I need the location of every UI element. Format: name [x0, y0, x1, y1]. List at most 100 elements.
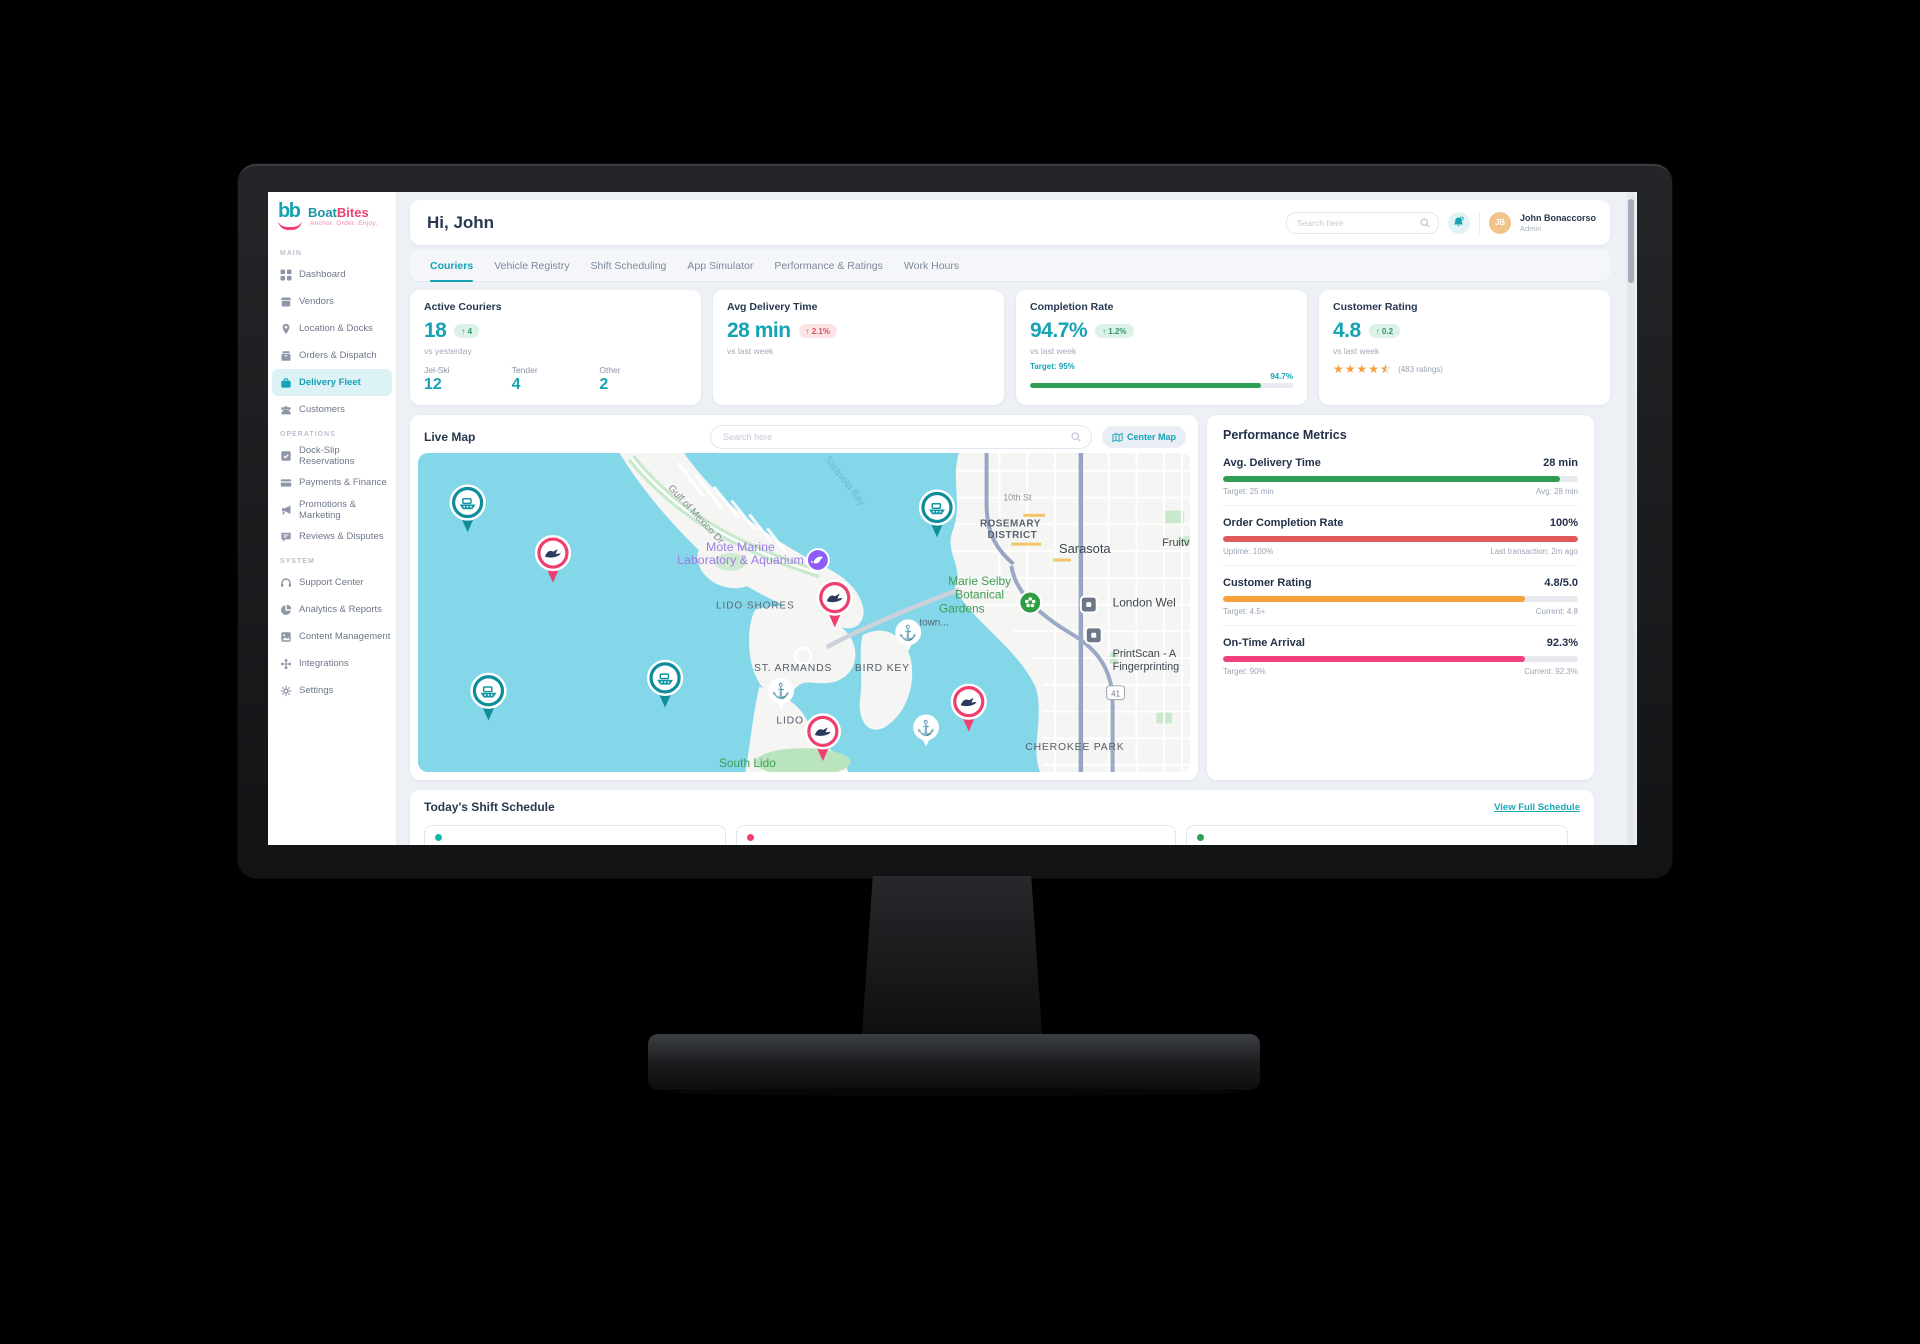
- storefront-icon: [280, 296, 292, 308]
- completion-progress-bar: [1030, 383, 1293, 388]
- live-map[interactable]: Gulf of Mexico Dr Sarasota Bay Mote Marine…: [418, 453, 1190, 772]
- bell-icon: [1454, 216, 1465, 227]
- boat-marker[interactable]: [470, 672, 507, 721]
- metric-name: Order Completion Rate: [1223, 517, 1344, 529]
- chat-icon: [280, 531, 292, 543]
- anchor-marker[interactable]: ⚓: [913, 714, 939, 747]
- completion-target: Target: 95%: [1030, 362, 1075, 371]
- header-divider: [1478, 211, 1480, 234]
- courier-breakdown-col: Tender 4: [512, 365, 600, 394]
- tab-performance-ratings[interactable]: Performance & Ratings: [774, 260, 883, 272]
- boat-marker[interactable]: [449, 484, 486, 533]
- dolphin-marker[interactable]: [805, 548, 830, 572]
- map-label: Fruitv: [1162, 537, 1190, 549]
- shift-card[interactable]: [424, 825, 726, 845]
- sidebar-item-reviews-disputes[interactable]: Reviews & Disputes: [268, 523, 396, 550]
- star-icon: ★: [1333, 362, 1344, 376]
- tab-bar: Couriers Vehicle Registry Shift Scheduling…: [410, 250, 1610, 282]
- anchor-marker[interactable]: ⚓: [768, 677, 795, 710]
- shift-status-dot: [1197, 834, 1204, 841]
- dashboard-grid-icon: [280, 269, 292, 281]
- global-search[interactable]: [1285, 211, 1439, 234]
- sidebar-item-customers[interactable]: Customers: [268, 396, 396, 423]
- page-title: Hi, John: [427, 212, 495, 232]
- sidebar-section-label: OPERATIONS: [280, 431, 336, 438]
- metric-sub-right: Last transaction: 2m ago: [1490, 547, 1578, 556]
- tab-work-hours[interactable]: Work Hours: [903, 260, 960, 272]
- sidebar-item-integrations[interactable]: Integrations: [268, 650, 396, 677]
- sidebar-item-content-management[interactable]: Content Management: [268, 623, 396, 650]
- sidebar-item-label: Payments & Finance: [299, 477, 387, 488]
- jetski-marker[interactable]: [804, 713, 841, 762]
- live-map-card: Live Map Center Map: [410, 415, 1198, 780]
- sidebar-item-support-center[interactable]: Support Center: [268, 569, 396, 596]
- sidebar-item-payments-finance[interactable]: Payments & Finance: [268, 469, 396, 496]
- metric-sub-right: Current: 92.3%: [1524, 667, 1578, 676]
- shift-schedule-card: Today's Shift Schedule View Full Schedul…: [410, 790, 1594, 845]
- sidebar-item-analytics-reports[interactable]: Analytics & Reports: [268, 596, 396, 623]
- flower-marker[interactable]: [1018, 590, 1043, 615]
- rating-delta-badge: ↑ 0.2: [1368, 324, 1401, 338]
- metric-sub-left: Target: 25 min: [1223, 487, 1274, 496]
- map-label: Mote Marine: [706, 540, 775, 554]
- metric-progress-bar: [1223, 596, 1578, 602]
- svg-text:⚓: ⚓: [772, 682, 791, 700]
- courier-breakdown-col: Other 2: [599, 365, 687, 394]
- shift-card[interactable]: [1186, 825, 1568, 845]
- view-full-schedule-link[interactable]: View Full Schedule: [1494, 801, 1580, 813]
- svg-text:41: 41: [1111, 690, 1120, 699]
- scrollbar-track[interactable]: [1627, 192, 1635, 845]
- sidebar-item-orders-dispatch[interactable]: Orders & Dispatch: [268, 342, 396, 369]
- boat-marker[interactable]: [646, 659, 684, 708]
- svg-text:⚓: ⚓: [917, 719, 936, 737]
- completion-delta-badge: ↑ 1.2%: [1095, 324, 1134, 338]
- metrics-list: Avg. Delivery Time 28 min Target: 25 min Av…: [1223, 446, 1578, 676]
- sidebar-item-label: Analytics & Reports: [299, 604, 382, 615]
- metric-order-completion-rate: Order Completion Rate 100% Uptime: 100% Las…: [1223, 505, 1578, 556]
- map-label: Gardens: [939, 602, 985, 616]
- sidebar-item-vendors[interactable]: Vendors: [268, 288, 396, 315]
- breakdown-label: Tender: [511, 365, 538, 375]
- sidebar-item-dashboard[interactable]: Dashboard: [268, 261, 396, 288]
- tab-app-simulator[interactable]: App Simulator: [687, 260, 754, 272]
- tab-couriers[interactable]: Couriers: [430, 250, 474, 282]
- sidebar-item-location-docks[interactable]: Location & Docks: [268, 315, 396, 342]
- boat-marker[interactable]: [918, 489, 956, 538]
- sidebar-item-label: Integrations: [299, 658, 349, 669]
- map-highways: [984, 453, 1115, 772]
- anchor-marker[interactable]: ⚓: [895, 619, 922, 652]
- metric-progress-bar: [1223, 476, 1578, 482]
- avatar[interactable]: JB: [1488, 211, 1511, 234]
- shift-card[interactable]: [736, 825, 1176, 845]
- metric-progress-bar: [1223, 536, 1578, 542]
- star-icon: ★: [1344, 362, 1356, 376]
- map-gulf-of-mexico-dr: [630, 457, 821, 576]
- jetski-marker[interactable]: [534, 534, 572, 583]
- square-marker[interactable]: [1084, 626, 1103, 645]
- people-icon: [280, 404, 292, 416]
- briefcase-icon: [280, 377, 292, 389]
- search-input[interactable]: [1294, 216, 1414, 229]
- sidebar-item-label: Promotions & Marketing: [299, 498, 357, 521]
- map-search-input[interactable]: [720, 431, 1065, 443]
- metric-avg-delivery-time: Avg. Delivery Time 28 min Target: 25 min Av…: [1223, 446, 1578, 496]
- map-search[interactable]: [709, 425, 1092, 449]
- sidebar-item-settings[interactable]: Settings: [268, 677, 396, 704]
- sidebar-item-dock-slip-reservations[interactable]: Dock-Slip Reservations: [268, 442, 396, 469]
- tab-shift-scheduling[interactable]: Shift Scheduling: [590, 260, 667, 272]
- jetski-marker[interactable]: [950, 683, 987, 732]
- sidebar-item-delivery-fleet[interactable]: Delivery Fleet: [272, 369, 392, 396]
- square-marker[interactable]: [1079, 595, 1098, 614]
- kpi-completion-rate: Completion Rate 94.7% ↑ 1.2% vs last wee…: [1016, 290, 1307, 405]
- integrations-icon: [280, 658, 292, 670]
- jetski-marker[interactable]: [816, 579, 853, 628]
- center-map-button[interactable]: Center Map: [1101, 426, 1186, 448]
- sidebar-item-promotions-marketing[interactable]: Promotions & Marketing: [268, 496, 396, 523]
- completion-value: 94.7%: [1030, 319, 1088, 342]
- completion-bar-label: 94.7%: [1270, 372, 1293, 381]
- megaphone-icon: [280, 504, 292, 516]
- tab-vehicle-registry[interactable]: Vehicle Registry: [494, 260, 570, 272]
- scrollbar-thumb[interactable]: [1628, 199, 1634, 283]
- notifications-button[interactable]: [1447, 211, 1470, 234]
